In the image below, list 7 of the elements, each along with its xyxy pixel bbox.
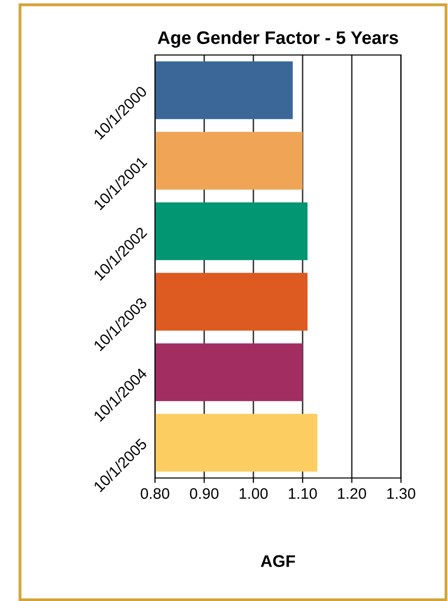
x-tick-label: 1.10 xyxy=(288,488,317,499)
x-tick-label: 1.30 xyxy=(387,488,416,499)
chart-title: Age Gender Factor - 5 Years xyxy=(158,30,398,48)
x-tick-label: 0.90 xyxy=(190,488,218,499)
x-axis-title: AGF xyxy=(260,555,295,567)
x-tick-label: 1.20 xyxy=(338,488,366,499)
x-tick-label: 1.00 xyxy=(240,488,268,499)
